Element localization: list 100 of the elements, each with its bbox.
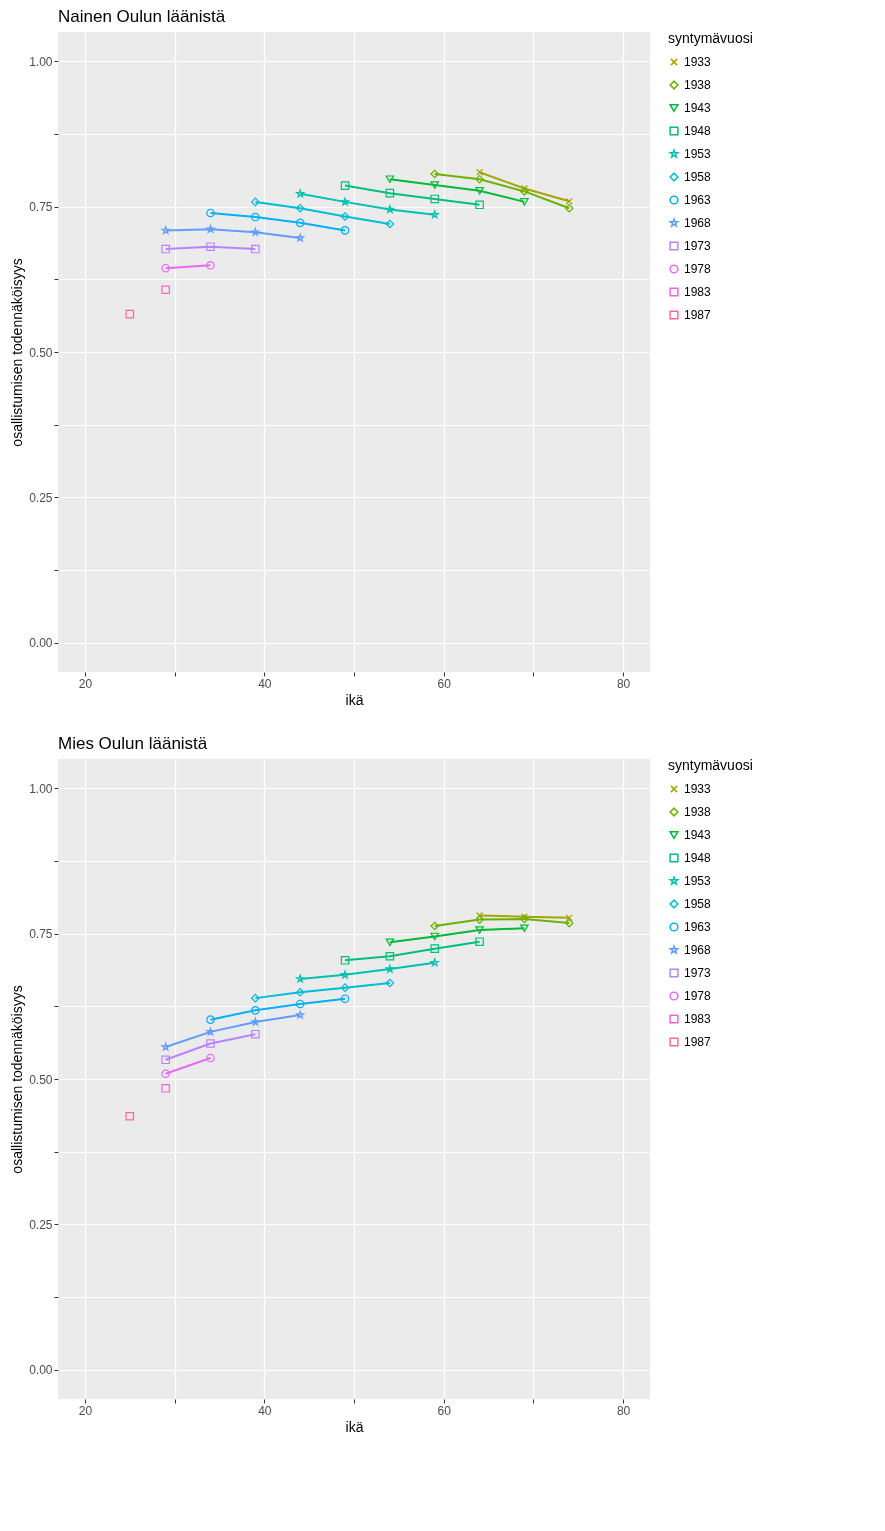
point (385, 188, 395, 198)
legend-label: 1968 (684, 943, 712, 957)
point (296, 233, 305, 242)
legend-label: 1978 (684, 989, 712, 1003)
x-tick-label: 40 (258, 1403, 272, 1418)
legend-label: 1973 (684, 966, 712, 980)
point (296, 1010, 305, 1019)
legend-label: 1968 (684, 216, 712, 230)
point (161, 1055, 170, 1065)
legend-label: 1938 (684, 78, 712, 92)
x-tick-label: 40 (258, 676, 272, 691)
chart-title: Nainen Oulun läänistä (58, 7, 226, 26)
y-tick-label: 0.25 (29, 1217, 53, 1232)
point (385, 951, 395, 961)
y-tick-label: 1.00 (29, 781, 53, 796)
point (340, 212, 350, 221)
point (161, 1042, 170, 1051)
point (385, 938, 395, 947)
text: 0.00 (29, 1363, 53, 1378)
point (295, 218, 305, 228)
point (251, 197, 260, 207)
point (430, 181, 440, 189)
legend-label: 1958 (684, 897, 712, 911)
point (475, 926, 484, 934)
point (430, 210, 439, 219)
point (206, 242, 215, 251)
point (206, 1027, 215, 1036)
point (430, 932, 440, 941)
y-tick-label: 0.75 (29, 927, 53, 942)
point (475, 187, 484, 195)
point (430, 958, 439, 967)
point (340, 226, 350, 235)
point (161, 1069, 170, 1079)
point (161, 263, 170, 273)
point (295, 203, 305, 213)
legend-label: 1943 (684, 101, 712, 115)
point (295, 988, 305, 997)
point (564, 203, 574, 213)
point (251, 993, 260, 1003)
legend-label: 1973 (684, 239, 712, 253)
point (206, 261, 215, 270)
legend-label: 1933 (684, 782, 712, 796)
point (251, 227, 260, 236)
point (340, 994, 350, 1004)
point (340, 181, 350, 190)
point (206, 1039, 215, 1048)
point (475, 200, 484, 210)
point (564, 918, 574, 928)
legend-label: 1953 (684, 874, 712, 888)
y-tick-label: 0.50 (29, 1072, 53, 1087)
y-tick-label: 0.75 (29, 200, 53, 215)
legend-label: 1948 (684, 124, 712, 138)
point (475, 915, 484, 924)
legend-label: 1963 (684, 193, 712, 207)
point (475, 937, 484, 946)
x-tick-label: 60 (437, 676, 452, 691)
point (385, 205, 394, 214)
point (206, 1015, 215, 1024)
point (385, 175, 395, 184)
point (340, 197, 350, 206)
x-tick-label: 60 (437, 1403, 452, 1418)
point (340, 956, 350, 965)
chart-title: Mies Oulun läänistä (58, 734, 208, 753)
point (251, 212, 260, 222)
legend-label: 1933 (684, 55, 712, 69)
legend-label: 1958 (684, 170, 712, 184)
point (125, 1111, 135, 1121)
point (430, 921, 440, 931)
legend-label: 1943 (684, 828, 712, 842)
point (296, 189, 305, 198)
point (206, 224, 215, 233)
x-axis-title: ikä (345, 1418, 364, 1435)
point (476, 168, 484, 176)
x-axis-title: ikä (345, 691, 364, 708)
x-tick-label: 20 (78, 676, 93, 691)
point (251, 244, 260, 254)
point (340, 970, 350, 979)
point (206, 1053, 215, 1063)
point (125, 309, 135, 319)
point (340, 983, 350, 992)
legend-title: syntymävuosi (668, 757, 753, 773)
legend-label: 1948 (684, 851, 712, 865)
point (430, 944, 440, 953)
x-tick-label: 20 (78, 1403, 93, 1418)
point (251, 1006, 260, 1015)
point (385, 219, 395, 229)
point (161, 226, 170, 234)
text: 0.00 (29, 636, 53, 651)
legend-label: 1963 (684, 920, 712, 934)
y-axis-title: osallistumisen todennäköisyys (9, 985, 26, 1174)
y-tick-label: 1.00 (29, 54, 53, 69)
x-tick-label: 80 (616, 676, 631, 691)
point (475, 174, 484, 184)
legend-label: 1983 (684, 285, 712, 299)
point (385, 978, 395, 988)
legend-title: syntymävuosi (668, 30, 753, 46)
point (430, 169, 440, 179)
legend-label: 1938 (684, 805, 712, 819)
legend-label: 1983 (684, 1012, 712, 1026)
x-tick-label: 80 (616, 1403, 631, 1418)
